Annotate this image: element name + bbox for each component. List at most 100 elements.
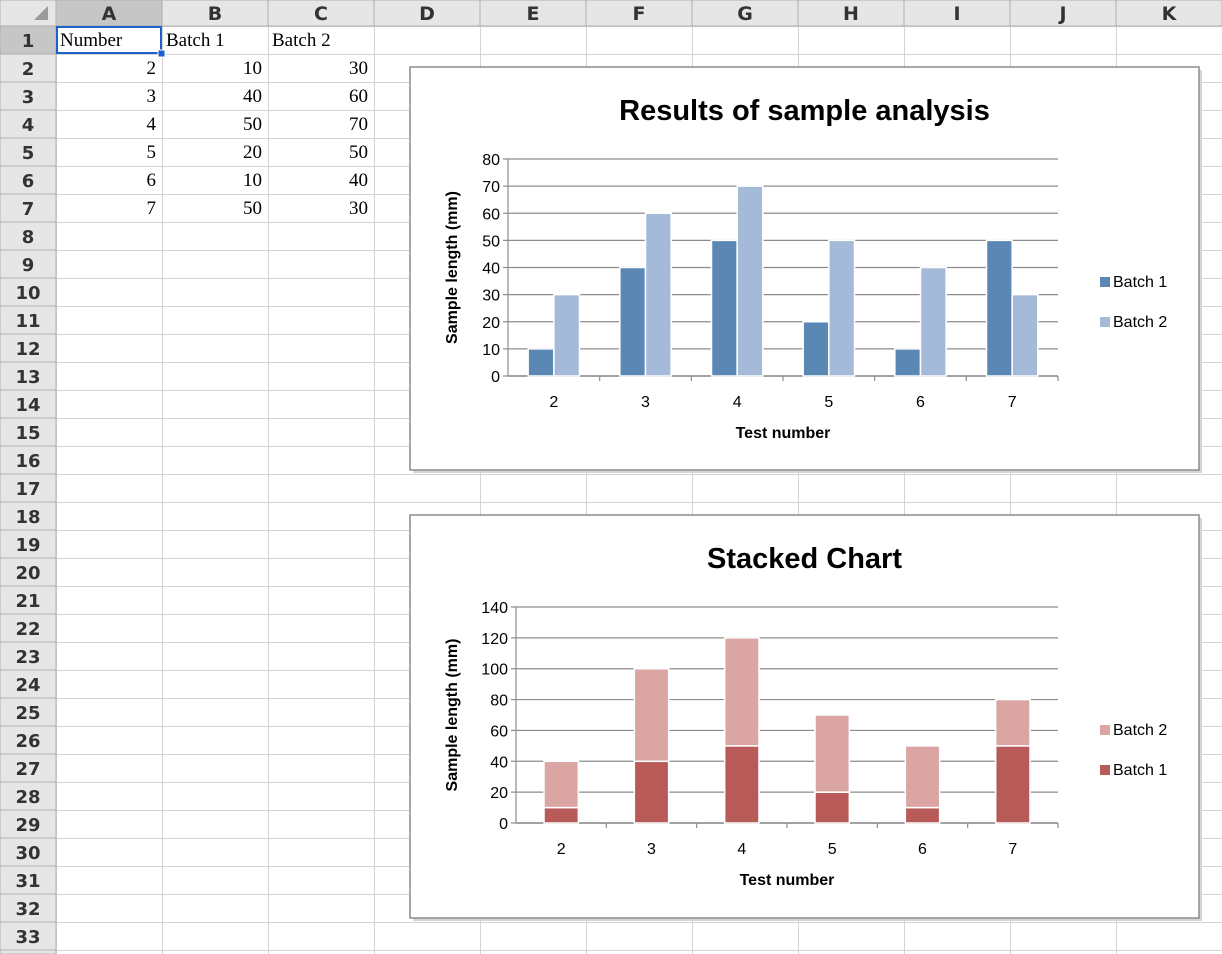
cell-B5[interactable]: 20 [243,142,262,163]
chart-legend[interactable]: Batch 1 Batch 2 [1100,274,1167,331]
bar-batch-2-7[interactable] [1011,293,1039,377]
column-header-E[interactable]: E [479,0,587,27]
column-header-H[interactable]: H [797,0,905,27]
row-header-19[interactable]: 19 [0,529,57,559]
row-header-17[interactable]: 17 [0,473,57,503]
column-header-A[interactable]: A [55,0,163,27]
cell-B4[interactable]: 50 [243,114,262,135]
row-header-5[interactable]: 5 [0,137,57,167]
bar-segment-batch-2-6[interactable] [904,745,941,809]
column-header-label: F [633,3,646,25]
cell-B1[interactable]: Batch 1 [166,30,225,51]
bar-batch-2-3[interactable] [644,212,672,377]
row-header-20[interactable]: 20 [0,557,57,587]
row-header-31[interactable]: 31 [0,865,57,895]
bar-segment-batch-1-6[interactable] [904,806,941,824]
bar-batch-1-4[interactable] [710,239,738,377]
column-header-C[interactable]: C [267,0,375,27]
row-header-27[interactable]: 27 [0,753,57,783]
row-header-6[interactable]: 6 [0,165,57,195]
bar-segment-batch-2-4[interactable] [723,637,760,747]
row-header-4[interactable]: 4 [0,109,57,139]
row-header-11[interactable]: 11 [0,305,57,335]
cell-C5[interactable]: 50 [349,142,368,163]
row-header-8[interactable]: 8 [0,221,57,251]
bar-batch-1-2[interactable] [527,348,555,377]
bar-batch-1-6[interactable] [894,348,922,377]
row-header-32[interactable]: 32 [0,893,57,923]
bar-segment-batch-2-2[interactable] [543,760,580,809]
row-header-14[interactable]: 14 [0,389,57,419]
cell-C1[interactable]: Batch 2 [272,30,331,51]
bar-batch-1-7[interactable] [985,239,1013,377]
bar-batch-2-4[interactable] [736,185,764,377]
row-header-12[interactable]: 12 [0,333,57,363]
row-header-26[interactable]: 26 [0,725,57,755]
bar-segment-batch-1-7[interactable] [994,745,1031,824]
chart-legend[interactable]: Batch 2 Batch 1 [1100,722,1167,779]
cell-C7[interactable]: 30 [349,198,368,219]
bar-batch-2-5[interactable] [828,239,856,377]
row-header-1[interactable]: 1 [0,25,57,55]
cell-C4[interactable]: 70 [349,114,368,135]
cell-C2[interactable]: 30 [349,58,368,79]
row-header-2[interactable]: 2 [0,53,57,83]
cell-B2[interactable]: 10 [243,58,262,79]
row-header-18[interactable]: 18 [0,501,57,531]
chart-area[interactable] [409,514,1200,919]
cell-C6[interactable]: 40 [349,170,368,191]
row-header-10[interactable]: 10 [0,277,57,307]
bar-segment-batch-2-3[interactable] [633,667,670,763]
bar-segment-batch-1-4[interactable] [723,745,760,824]
row-header-25[interactable]: 25 [0,697,57,727]
stacked-bar-chart[interactable]: Stacked Chart 0 20 40 60 80 100 120 140 2 3 4 5 6 7 Tes… [409,514,1202,921]
column-header-F[interactable]: F [585,0,693,27]
cell-A2[interactable]: 2 [147,58,157,79]
cell-A5[interactable]: 5 [147,142,157,163]
row-header-29[interactable]: 29 [0,809,57,839]
bar-chart-results[interactable]: Results of sample analysis 0 10 20 30 40 50 60 7… [409,66,1202,473]
cell-A1[interactable]: Number [60,30,123,51]
column-header-G[interactable]: G [691,0,799,27]
column-header-K[interactable]: K [1115,0,1222,27]
row-header-7[interactable]: 7 [0,193,57,223]
row-header-15[interactable]: 15 [0,417,57,447]
row-header-33[interactable]: 33 [0,921,57,951]
chart-area[interactable] [409,66,1200,471]
legend-swatch [1100,765,1110,775]
row-header-24[interactable]: 24 [0,669,57,699]
column-header-D[interactable]: D [373,0,481,27]
bar-batch-2-6[interactable] [919,266,947,377]
row-header-3[interactable]: 3 [0,81,57,111]
fill-handle[interactable] [157,49,166,58]
row-header-13[interactable]: 13 [0,361,57,391]
row-header-9[interactable]: 9 [0,249,57,279]
bar-segment-batch-2-7[interactable] [994,698,1031,747]
select-all-corner[interactable] [0,0,57,27]
cell-A7[interactable]: 7 [147,198,157,219]
row-header-30[interactable]: 30 [0,837,57,867]
column-header-J[interactable]: J [1009,0,1117,27]
row-header-23[interactable]: 23 [0,641,57,671]
cell-A3[interactable]: 3 [147,86,157,107]
bar-batch-1-5[interactable] [802,321,830,377]
active-cell-selection[interactable] [56,26,162,54]
cell-B6[interactable]: 10 [243,170,262,191]
row-header-16[interactable]: 16 [0,445,57,475]
row-header-21[interactable]: 21 [0,585,57,615]
cell-A6[interactable]: 6 [147,170,157,191]
column-header-I[interactable]: I [903,0,1011,27]
bar-segment-batch-1-3[interactable] [633,760,670,824]
cell-C3[interactable]: 60 [349,86,368,107]
cell-A4[interactable]: 4 [147,114,157,135]
cell-B3[interactable]: 40 [243,86,262,107]
bar-segment-batch-1-2[interactable] [543,806,580,824]
bar-segment-batch-1-5[interactable] [814,791,851,824]
cell-B7[interactable]: 50 [243,198,262,219]
bar-segment-batch-2-5[interactable] [814,714,851,793]
column-header-B[interactable]: B [161,0,269,27]
bar-batch-1-3[interactable] [619,266,647,377]
bar-batch-2-2[interactable] [553,293,581,377]
row-header-28[interactable]: 28 [0,781,57,811]
row-header-22[interactable]: 22 [0,613,57,643]
